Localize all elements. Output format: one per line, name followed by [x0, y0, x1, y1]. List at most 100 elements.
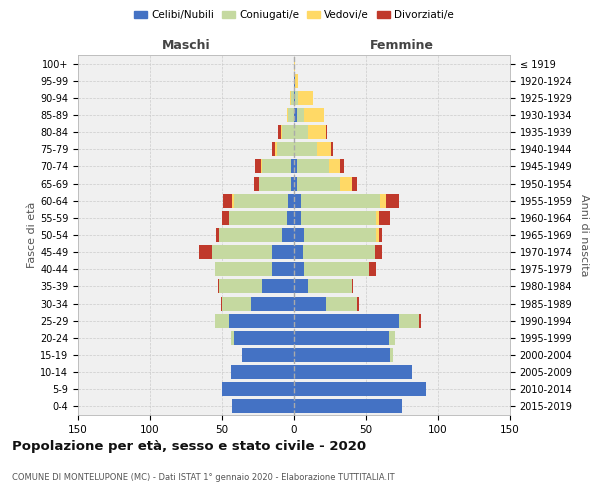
- Bar: [294, 400, 402, 413]
- Bar: [294, 194, 301, 207]
- Bar: [295, 91, 298, 105]
- Bar: [283, 228, 294, 242]
- Bar: [261, 160, 262, 173]
- Bar: [222, 211, 229, 225]
- Bar: [242, 348, 294, 362]
- Bar: [294, 280, 308, 293]
- Bar: [287, 211, 294, 225]
- Bar: [259, 176, 291, 190]
- Bar: [272, 262, 294, 276]
- Bar: [386, 194, 399, 207]
- Bar: [294, 382, 427, 396]
- Bar: [308, 280, 352, 293]
- Bar: [254, 176, 259, 190]
- Bar: [294, 160, 297, 173]
- Bar: [308, 125, 326, 139]
- Bar: [216, 228, 219, 242]
- Text: Popolazione per età, sesso e stato civile - 2020: Popolazione per età, sesso e stato civil…: [12, 440, 366, 453]
- Text: Maschi: Maschi: [161, 38, 211, 52]
- Bar: [376, 211, 379, 225]
- Bar: [294, 108, 297, 122]
- Bar: [215, 262, 272, 276]
- Bar: [304, 108, 324, 122]
- Bar: [294, 314, 399, 328]
- Bar: [222, 382, 294, 396]
- Text: COMUNE DI MONTELUPONE (MC) - Dati ISTAT 1° gennaio 2020 - Elaborazione TUTTITALI: COMUNE DI MONTELUPONE (MC) - Dati ISTAT …: [12, 473, 395, 482]
- Bar: [340, 160, 344, 173]
- Bar: [294, 91, 295, 105]
- Bar: [251, 296, 294, 310]
- Bar: [215, 314, 229, 328]
- Bar: [219, 228, 283, 242]
- Bar: [352, 280, 353, 293]
- Bar: [294, 348, 391, 362]
- Bar: [399, 314, 419, 328]
- Bar: [221, 296, 222, 310]
- Bar: [340, 176, 352, 190]
- Bar: [290, 91, 291, 105]
- Bar: [317, 142, 331, 156]
- Bar: [376, 228, 379, 242]
- Y-axis label: Anni di nascita: Anni di nascita: [579, 194, 589, 276]
- Bar: [262, 280, 294, 293]
- Bar: [358, 296, 359, 310]
- Bar: [391, 348, 394, 362]
- Bar: [287, 108, 288, 122]
- Bar: [212, 245, 272, 259]
- Bar: [294, 245, 302, 259]
- Bar: [294, 125, 308, 139]
- Bar: [262, 160, 291, 173]
- Bar: [301, 211, 376, 225]
- Bar: [294, 56, 295, 70]
- Bar: [369, 262, 376, 276]
- Bar: [294, 142, 317, 156]
- Bar: [379, 228, 382, 242]
- Bar: [326, 125, 327, 139]
- Bar: [281, 125, 283, 139]
- Bar: [199, 245, 212, 259]
- Bar: [419, 314, 421, 328]
- Text: Femmine: Femmine: [370, 38, 434, 52]
- Bar: [272, 245, 294, 259]
- Bar: [331, 142, 333, 156]
- Bar: [389, 331, 395, 345]
- Bar: [326, 296, 358, 310]
- Bar: [294, 296, 326, 310]
- Bar: [380, 194, 386, 207]
- Bar: [352, 176, 358, 190]
- Bar: [294, 331, 389, 345]
- Y-axis label: Fasce di età: Fasce di età: [27, 202, 37, 268]
- Bar: [297, 160, 329, 173]
- Bar: [294, 262, 304, 276]
- Bar: [232, 194, 233, 207]
- Bar: [283, 125, 294, 139]
- Bar: [294, 176, 297, 190]
- Bar: [232, 400, 294, 413]
- Bar: [297, 176, 340, 190]
- Bar: [291, 176, 294, 190]
- Bar: [295, 74, 298, 88]
- Bar: [302, 245, 374, 259]
- Bar: [294, 74, 295, 88]
- Bar: [272, 142, 275, 156]
- Bar: [229, 211, 287, 225]
- Bar: [223, 194, 232, 207]
- Bar: [233, 194, 288, 207]
- Bar: [291, 160, 294, 173]
- Bar: [297, 108, 304, 122]
- Bar: [230, 365, 294, 379]
- Bar: [275, 142, 277, 156]
- Legend: Celibi/Nubili, Coniugati/e, Vedovi/e, Divorziati/e: Celibi/Nubili, Coniugati/e, Vedovi/e, Di…: [130, 6, 458, 25]
- Bar: [278, 125, 281, 139]
- Bar: [304, 262, 369, 276]
- Bar: [374, 245, 382, 259]
- Bar: [294, 365, 412, 379]
- Bar: [329, 160, 340, 173]
- Bar: [277, 142, 294, 156]
- Bar: [379, 211, 391, 225]
- Bar: [255, 160, 261, 173]
- Bar: [301, 194, 380, 207]
- Bar: [222, 296, 251, 310]
- Bar: [218, 280, 219, 293]
- Bar: [304, 228, 376, 242]
